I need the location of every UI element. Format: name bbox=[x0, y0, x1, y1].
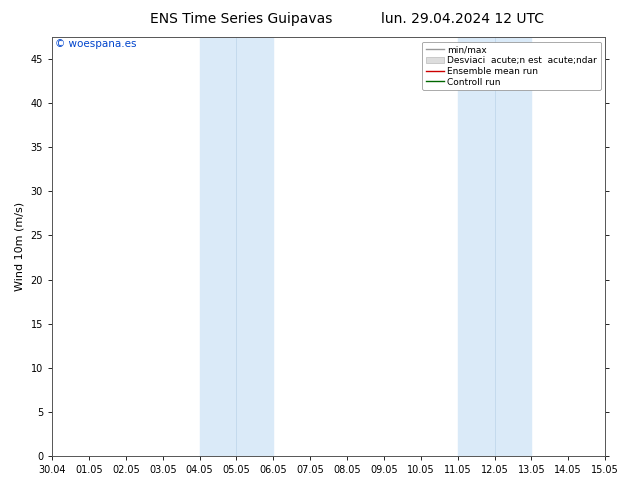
Text: lun. 29.04.2024 12 UTC: lun. 29.04.2024 12 UTC bbox=[381, 12, 545, 26]
Legend: min/max, Desviaci  acute;n est  acute;ndar, Ensemble mean run, Controll run: min/max, Desviaci acute;n est acute;ndar… bbox=[422, 42, 600, 90]
Bar bbox=[200, 37, 273, 456]
Y-axis label: Wind 10m (m/s): Wind 10m (m/s) bbox=[15, 202, 25, 291]
Text: © woespana.es: © woespana.es bbox=[55, 39, 136, 49]
Bar bbox=[458, 37, 531, 456]
Text: ENS Time Series Guipavas: ENS Time Series Guipavas bbox=[150, 12, 332, 26]
